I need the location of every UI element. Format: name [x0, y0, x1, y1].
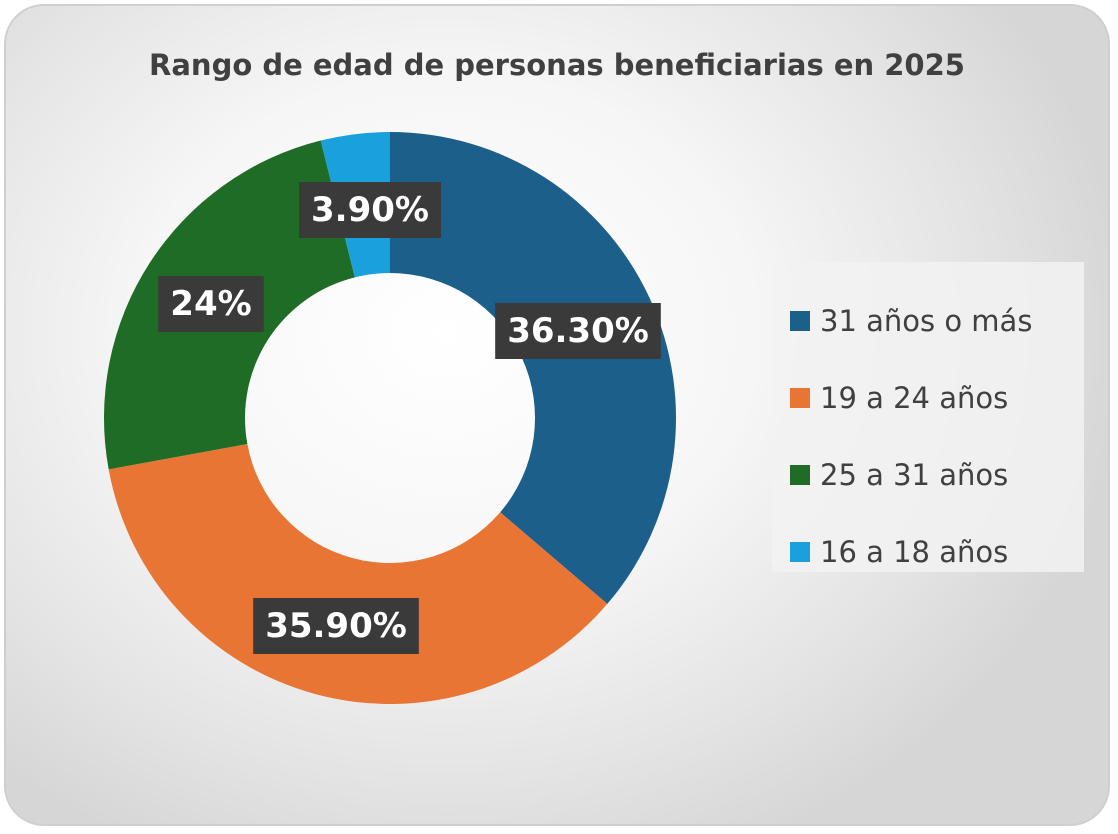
legend-label: 31 años o más — [820, 303, 1033, 338]
data-label-box — [299, 182, 441, 238]
legend-item: 25 a 31 años — [790, 436, 1084, 513]
data-label-text: 35.90% — [265, 606, 407, 646]
legend-label: 19 a 24 años — [820, 380, 1009, 415]
legend-swatch — [790, 464, 810, 485]
data-label-text: 24% — [170, 284, 251, 324]
chart-frame: Rango de edad de personas beneficiarias … — [4, 4, 1110, 826]
data-label-box — [253, 598, 419, 654]
legend-label: 25 a 31 años — [820, 457, 1009, 492]
legend-item: 19 a 24 años — [790, 359, 1084, 436]
slice-19-a-24-anos — [108, 444, 608, 705]
data-label-box — [158, 276, 264, 332]
data-label-19-a-24-anos: 35.90% — [253, 598, 419, 654]
donut-chart: 36.30% 35.90% 24% 3.90% — [103, 132, 677, 705]
data-label-text: 3.90% — [311, 190, 429, 230]
legend: 31 años o más 19 a 24 años 25 a 31 años … — [772, 262, 1084, 572]
legend-swatch — [790, 541, 810, 562]
legend-item: 16 a 18 años — [790, 513, 1084, 590]
legend-swatch — [790, 310, 810, 331]
chart-title: Rango de edad de personas beneficiarias … — [149, 48, 965, 82]
data-label-16-a-18-anos: 3.90% — [299, 182, 441, 238]
legend-item: 31 años o más — [790, 282, 1084, 359]
data-label-text: 36.30% — [507, 311, 649, 351]
slices-layer — [103, 132, 677, 705]
legend-swatch — [790, 387, 810, 408]
slice-31-anos-o-mas — [390, 132, 677, 604]
data-label-25-a-31-anos: 24% — [158, 276, 264, 332]
legend-label: 16 a 18 años — [820, 534, 1009, 569]
data-labels-layer: 36.30% 35.90% 24% 3.90% — [158, 182, 661, 654]
data-label-31-anos-o-mas: 36.30% — [495, 303, 661, 359]
data-label-box — [495, 303, 661, 359]
